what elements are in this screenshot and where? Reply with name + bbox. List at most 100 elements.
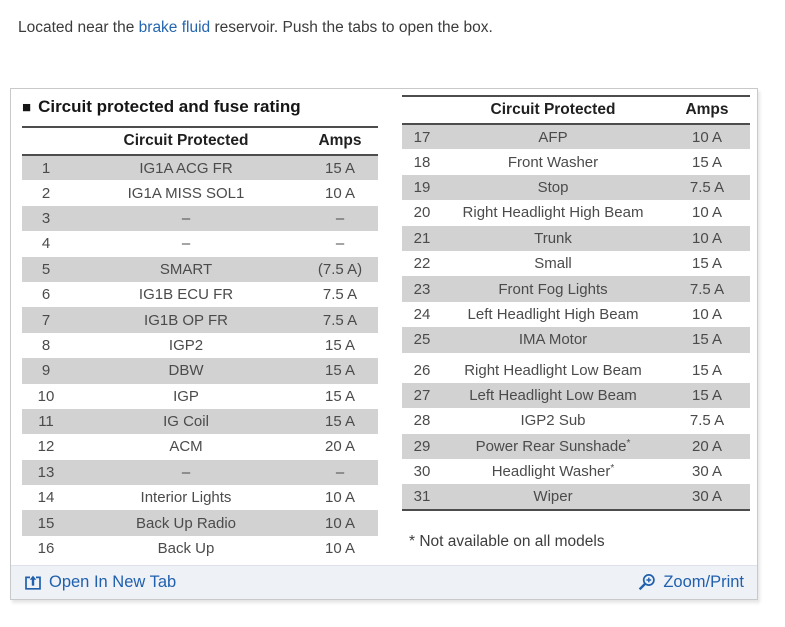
table-row: 24 Left Headlight High Beam 10 A [402,302,750,327]
footnote-asterisk: * [626,437,631,449]
fuse-number: 18 [413,153,431,171]
table-row: 11 IG Coil 15 A [22,408,378,435]
header-circuit: Circuit Protected [442,95,664,125]
table-header-row: Circuit Protected Amps [22,126,378,156]
fuse-circuit: IMA Motor [442,327,664,353]
fuse-circuit: AFP [442,124,664,150]
table-row: 19 Stop 7.5 A [402,174,750,201]
fuse-circuit: Wiper [442,484,664,511]
footnote: * Not available on all models [409,532,605,550]
fuse-amps: 10 A [302,510,378,536]
table-header-row: Circuit Protected Amps [402,95,750,125]
fuse-number: 12 [37,438,55,456]
table-row: 20 Right Headlight High Beam 10 A [402,200,750,225]
table-row: 9 DBW 15 A [22,358,378,384]
fuse-amps: 10 A [324,184,356,202]
fuse-circuit: IG1A ACG FR [70,155,302,181]
table-row: 25 IMA Motor 15 A [402,327,750,353]
table-row: 14 Interior Lights 10 A [22,485,378,510]
fuse-circuit: Interior Lights [140,489,232,507]
section-title-label: Circuit protected and fuse rating [38,97,301,116]
fuse-circuit: Left Headlight High Beam [467,305,639,323]
table-row: 7 IG1B OP FR 7.5 A [22,307,378,333]
fuse-amps: 15 A [664,327,750,353]
fuse-number: 10 [37,387,55,405]
fuse-amps: 20 A [324,438,356,456]
table-row: 28 IGP2 Sub 7.5 A [402,408,750,433]
fuse-circuit: Small [534,255,572,273]
zoom-print-link[interactable]: Zoom/Print [637,573,744,592]
fuse-amps: 15 A [302,358,378,384]
fuse-amps: 15 A [302,155,378,181]
fuse-amps: 15 A [691,361,723,379]
table-row: 18 Front Washer 15 A [402,149,750,174]
fuse-amps: 15 A [691,153,723,171]
table-row: 27 Left Headlight Low Beam 15 A [402,382,750,409]
fuse-number: 15 [22,510,70,536]
fuse-number: 26 [413,361,431,379]
fuse-amps: 15 A [324,336,356,354]
table-row: 22 Small 15 A [402,251,750,276]
header-number [402,95,442,125]
fuse-amps: 10 A [664,225,750,251]
fuse-number: 11 [22,408,70,435]
fuse-number: 27 [402,382,442,409]
table-row: 15 Back Up Radio 10 A [22,510,378,536]
fuse-number: 8 [41,336,51,354]
table-row: 5 SMART (7.5 A) [22,256,378,282]
table-row: 1 IG1A ACG FR 15 A [22,155,378,181]
fuse-amps: – [335,235,345,253]
header-amps: Amps [302,126,378,156]
table-row: 8 IGP2 15 A [22,333,378,358]
table-row: 16 Back Up 10 A [22,536,378,561]
fuse-number: 17 [402,124,442,150]
right-column: Circuit Protected Amps 17 AFP 10 A 18 Front… [402,95,750,551]
fuse-amps: 15 A [664,382,750,409]
fuse-number: 29 [402,433,442,460]
fuse-number: 31 [402,484,442,511]
fuse-circuit: IG1B OP FR [70,307,302,333]
header-number [22,126,70,156]
fuse-circuit: DBW [70,358,302,384]
section-title: ■ Circuit protected and fuse rating [22,93,378,126]
fuse-number: 1 [22,155,70,181]
fuse-amps: 10 A [691,204,723,222]
open-in-new-tab-label: Open In New Tab [49,573,177,591]
fuse-circuit: IGP2 Sub [520,412,586,430]
fuse-diagram-panel: ■ Circuit protected and fuse rating Circ… [10,88,758,600]
fuse-circuit: IGP [173,387,199,405]
fuse-circuit: SMART [70,256,302,282]
fuse-circuit: Right Headlight High Beam [462,204,644,222]
fuse-circuit: – [181,235,191,253]
open-in-new-tab-link[interactable]: Open In New Tab [24,573,176,592]
fuse-amps: 7.5 A [322,286,358,304]
fuse-number: 6 [41,286,51,304]
fuse-circuit: Trunk [442,225,664,251]
fuse-circuit: Front Washer [507,153,599,171]
brake-fluid-link[interactable]: brake fluid [138,19,211,36]
table-row: 21 Trunk 10 A [402,225,750,251]
fuse-circuit: Power Rear Sunshade* [442,433,664,460]
fuse-number: 30 [413,463,431,481]
fuse-amps: 7.5 A [302,307,378,333]
fuse-amps: – [302,459,378,486]
table-row: 29 Power Rear Sunshade* 20 A [402,433,750,460]
table-row: 30 Headlight Washer* 30 A [402,459,750,484]
header-circuit: Circuit Protected [70,126,302,156]
fuse-circuit: IG Coil [70,408,302,435]
header-amps: Amps [664,95,750,125]
fuse-circuit: Left Headlight Low Beam [442,382,664,409]
fuse-amps: (7.5 A) [302,256,378,282]
fuse-number: 13 [22,459,70,486]
fuse-number: 24 [413,305,431,323]
fuse-amps: 7.5 A [664,174,750,201]
fuse-number: 2 [41,184,51,202]
fuse-amps: 10 A [324,540,356,558]
table-row: 23 Front Fog Lights 7.5 A [402,276,750,302]
fuse-number: 4 [41,235,51,253]
footnote-asterisk: * [610,463,615,475]
intro-after: reservoir. Push the tabs to open the box… [210,19,493,36]
fuse-amps: 10 A [664,124,750,150]
fuse-number: 21 [402,225,442,251]
fuse-amps: 7.5 A [664,276,750,302]
